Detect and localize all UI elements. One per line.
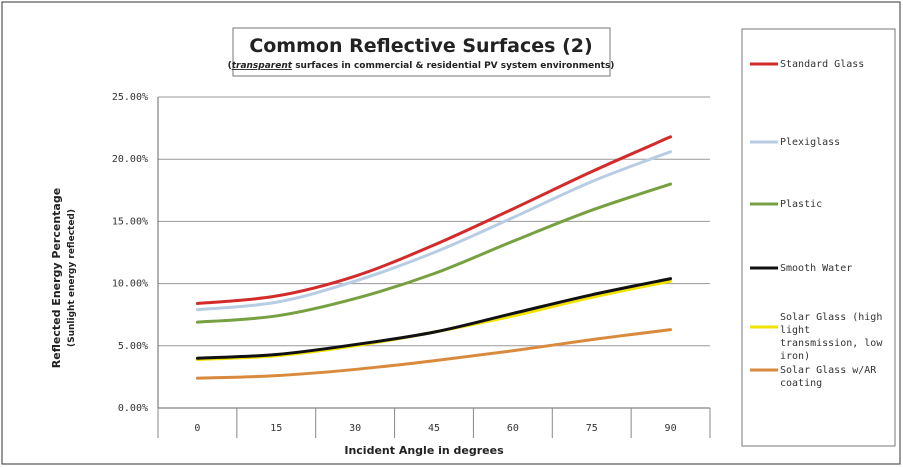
series-line-3 bbox=[195, 277, 673, 360]
x-axis-label: Incident Angle in degrees bbox=[344, 444, 504, 457]
legend-box bbox=[741, 28, 896, 447]
legend-label: Plexiglass bbox=[780, 137, 840, 148]
x-tick-label: 90 bbox=[665, 423, 677, 434]
title-box bbox=[232, 27, 611, 77]
x-tick-label: 60 bbox=[507, 423, 519, 434]
x-tick-label: 0 bbox=[194, 423, 200, 434]
x-tick-label: 15 bbox=[270, 423, 282, 434]
x-tick-label: 45 bbox=[428, 423, 440, 434]
series-line-1 bbox=[195, 150, 673, 312]
legend-label: Solar Glass w/AR coating bbox=[780, 365, 877, 389]
legend: Standard Glass Plexiglass Plastic Smooth Wa… bbox=[750, 59, 883, 389]
series-line-5 bbox=[195, 328, 673, 380]
legend-label: Smooth Water bbox=[780, 263, 852, 274]
y-tick-label: 10.00% bbox=[112, 279, 148, 290]
y-tick-label: 15.00% bbox=[112, 216, 148, 227]
legend-label: Solar Glass (high light transmission, low i… bbox=[780, 312, 883, 362]
series-lines bbox=[195, 135, 673, 380]
x-tick-label: 30 bbox=[349, 423, 361, 434]
x-tick-labels: 0 15 30 45 60 75 90 bbox=[194, 423, 676, 434]
series-line-2 bbox=[195, 182, 673, 324]
chart-subtitle: (transparent surfaces in commercial & re… bbox=[228, 61, 615, 71]
legend-label: Standard Glass bbox=[780, 59, 864, 70]
y-axis-label: Reflected Energy Percentage bbox=[50, 188, 63, 368]
x-tick-label: 75 bbox=[586, 423, 598, 434]
legend-label: Plastic bbox=[780, 199, 822, 210]
y-tick-label: 5.00% bbox=[118, 341, 148, 352]
y-tick-label: 20.00% bbox=[112, 154, 148, 165]
y-tick-label: 25.00% bbox=[112, 92, 148, 103]
y-axis-sublabel: (Sunlight energy reflected) bbox=[67, 209, 77, 347]
subtitle-open: ( bbox=[228, 61, 232, 71]
subtitle-emphasis: transparent bbox=[232, 61, 293, 71]
chart-title: Common Reflective Surfaces (2) bbox=[249, 35, 592, 57]
subtitle-rest: surfaces in commercial & residential PV … bbox=[292, 61, 614, 71]
y-tick-label: 0.00% bbox=[118, 403, 148, 414]
y-tick-labels: 0.00% 5.00% 10.00% 15.00% 20.00% 25.00% bbox=[112, 92, 148, 414]
series-line-0 bbox=[195, 135, 673, 306]
